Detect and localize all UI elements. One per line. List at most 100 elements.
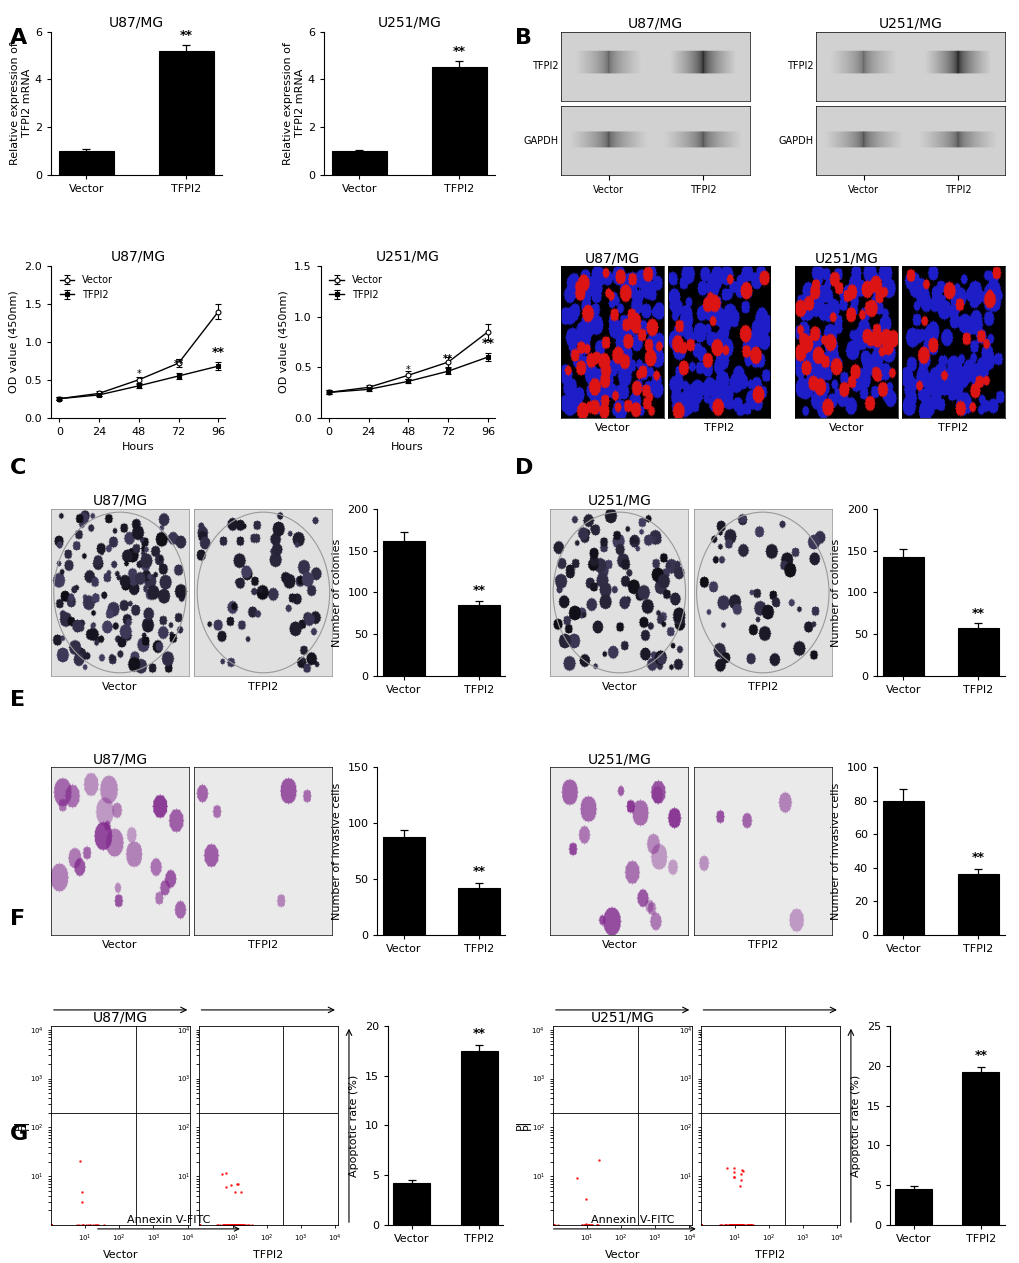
Point — [544, 1215, 560, 1235]
Point — [692, 1215, 708, 1235]
X-axis label: TFPI2: TFPI2 — [253, 1249, 283, 1259]
Point — [43, 1215, 59, 1235]
Point — [692, 1215, 708, 1235]
Point — [544, 1215, 560, 1235]
Point — [692, 1215, 708, 1235]
Point — [544, 1215, 560, 1235]
Point — [718, 1158, 735, 1178]
Point — [544, 1215, 560, 1235]
Point — [191, 1215, 207, 1235]
Point — [544, 1215, 560, 1235]
Point — [191, 1215, 207, 1235]
Point — [43, 1215, 59, 1235]
Point — [544, 1215, 560, 1235]
Point — [692, 1215, 708, 1235]
Point — [43, 1215, 59, 1235]
Point — [568, 1167, 584, 1187]
Point — [544, 1215, 560, 1235]
Point — [544, 1215, 560, 1235]
Point — [43, 1215, 59, 1235]
Point — [726, 1167, 742, 1187]
Point — [692, 1215, 708, 1235]
Point — [43, 1215, 59, 1235]
Point — [692, 1215, 708, 1235]
Point — [544, 1215, 560, 1235]
Point — [43, 1215, 59, 1235]
Point — [692, 1215, 708, 1235]
Point — [43, 1215, 59, 1235]
Point — [191, 1215, 207, 1235]
Point — [692, 1215, 708, 1235]
Point — [692, 1215, 708, 1235]
Point — [692, 1215, 708, 1235]
Point — [43, 1215, 59, 1235]
Point — [732, 1163, 748, 1183]
Point — [692, 1215, 708, 1235]
Point — [692, 1215, 708, 1235]
Point — [191, 1215, 207, 1235]
Point — [692, 1215, 708, 1235]
Point — [191, 1215, 207, 1235]
Point — [726, 1215, 742, 1235]
Point — [43, 1215, 59, 1235]
Point — [692, 1215, 708, 1235]
Point — [191, 1215, 207, 1235]
Point — [191, 1215, 207, 1235]
Point — [85, 1215, 101, 1235]
Point — [191, 1215, 207, 1235]
Point — [544, 1215, 560, 1235]
Point — [544, 1215, 560, 1235]
Point — [43, 1215, 59, 1235]
Point — [191, 1215, 207, 1235]
Point — [544, 1215, 560, 1235]
Text: *: * — [406, 365, 411, 375]
Point — [544, 1215, 560, 1235]
Point — [544, 1215, 560, 1235]
Point — [544, 1215, 560, 1235]
Point — [544, 1215, 560, 1235]
Point — [692, 1215, 708, 1235]
Point — [544, 1215, 560, 1235]
Point — [692, 1215, 708, 1235]
Point — [43, 1215, 59, 1235]
Point — [544, 1215, 560, 1235]
Point — [544, 1215, 560, 1235]
X-axis label: TFPI2: TFPI2 — [747, 940, 777, 950]
Point — [191, 1215, 207, 1235]
Point — [191, 1215, 207, 1235]
Point — [191, 1215, 207, 1235]
Point — [731, 1215, 747, 1235]
Point — [191, 1215, 207, 1235]
Point — [43, 1215, 59, 1235]
Point — [43, 1215, 59, 1235]
Point — [692, 1215, 708, 1235]
Point — [692, 1215, 708, 1235]
Point — [43, 1215, 59, 1235]
Point — [43, 1215, 59, 1235]
Point — [692, 1215, 708, 1235]
Point — [692, 1215, 708, 1235]
Point — [43, 1215, 59, 1235]
Point — [43, 1215, 59, 1235]
Point — [544, 1215, 560, 1235]
Point — [735, 1161, 751, 1181]
Point — [215, 1215, 231, 1235]
Point — [692, 1215, 708, 1235]
Point — [721, 1215, 738, 1235]
Point — [191, 1215, 207, 1235]
Point — [191, 1215, 207, 1235]
Point — [43, 1215, 59, 1235]
Point — [573, 1215, 589, 1235]
Point — [544, 1215, 560, 1235]
Point — [692, 1215, 708, 1235]
Point — [692, 1215, 708, 1235]
Point — [191, 1215, 207, 1235]
Y-axis label: Number of colonies: Number of colonies — [830, 538, 841, 647]
Point — [692, 1215, 708, 1235]
Point — [692, 1215, 708, 1235]
Point — [544, 1215, 560, 1235]
Point — [43, 1215, 59, 1235]
Point — [692, 1215, 708, 1235]
Point — [692, 1215, 708, 1235]
Point — [43, 1215, 59, 1235]
